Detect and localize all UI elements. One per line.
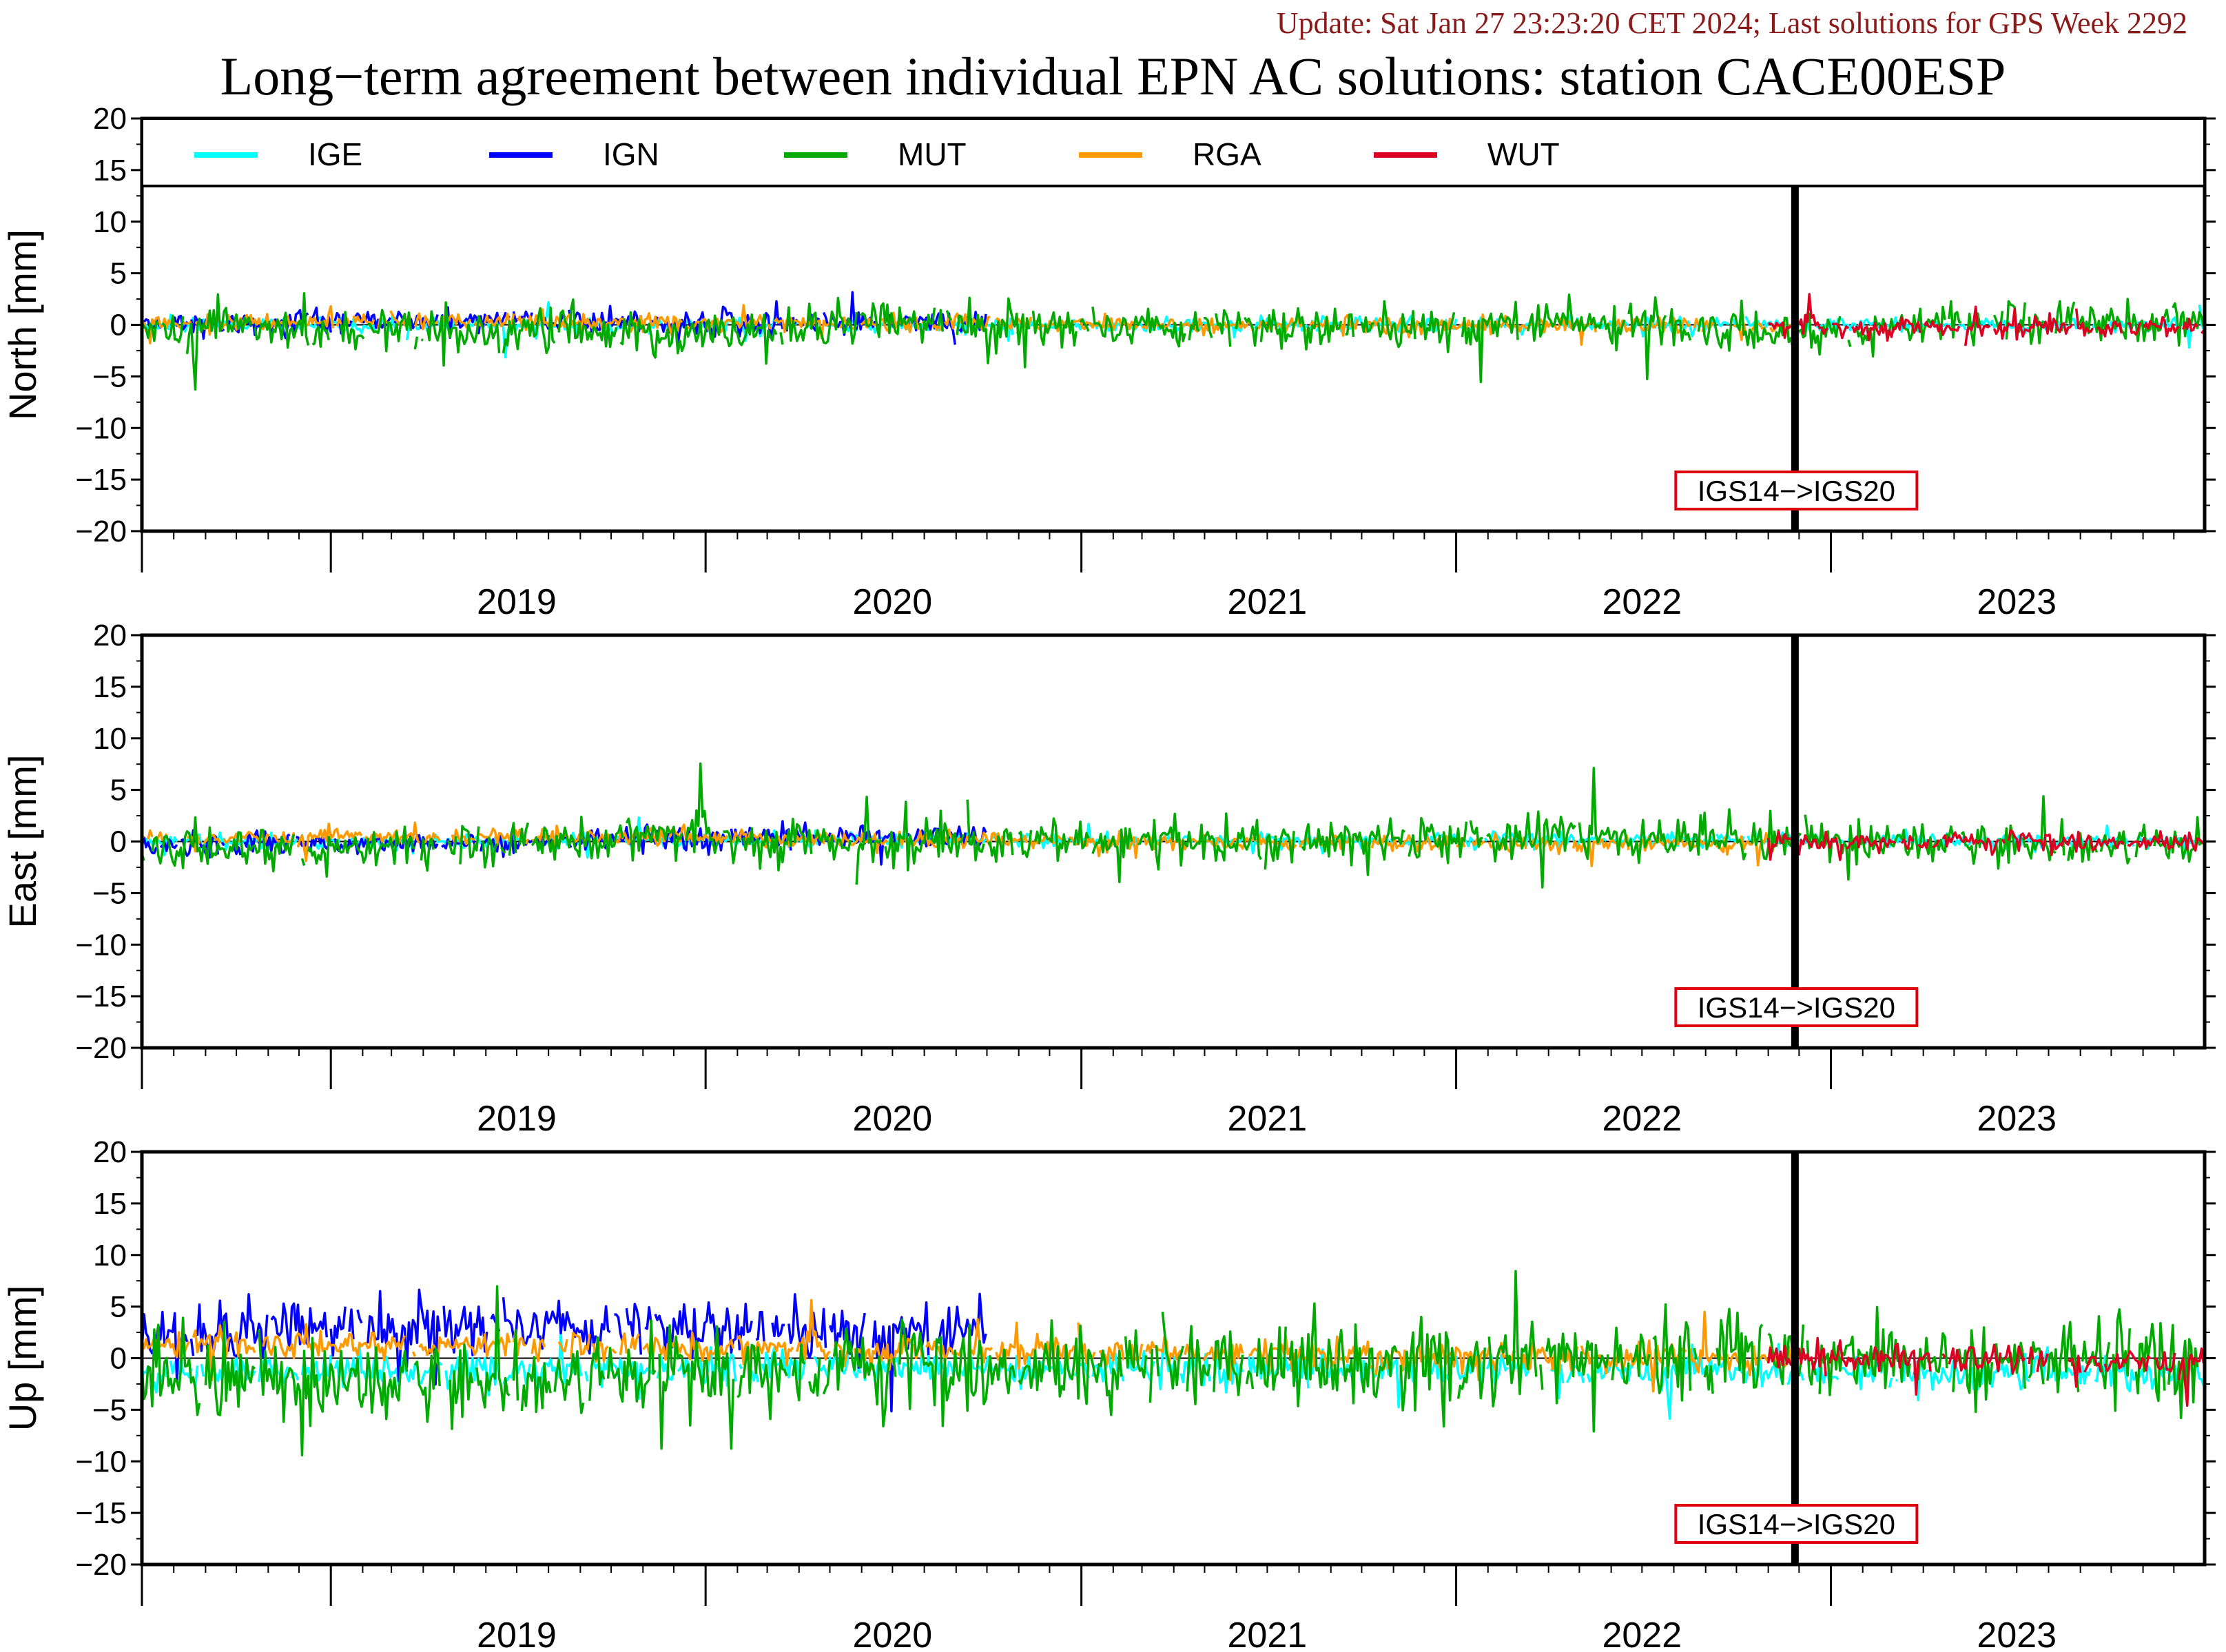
y-axis-label: Up [mm] — [1, 1286, 44, 1432]
x-year-label: 2023 — [1977, 1615, 2057, 1652]
y-tick-label: −15 — [75, 463, 127, 497]
x-year-label: 2021 — [1228, 1099, 1308, 1139]
frame-change-label: IGS14−>IGS20 — [1698, 991, 1895, 1024]
series-line-mut — [142, 292, 2205, 391]
x-year-label: 2020 — [853, 1615, 933, 1652]
y-tick-label: 5 — [110, 1290, 127, 1324]
y-tick-label: 5 — [110, 257, 127, 291]
legend-label-rga: RGA — [1193, 136, 1261, 172]
y-tick-label: 10 — [93, 722, 127, 756]
legend-label-mut: MUT — [898, 136, 967, 172]
y-tick-label: 0 — [110, 309, 127, 342]
series-line-mut — [142, 762, 2203, 889]
y-tick-label: −20 — [75, 1548, 127, 1582]
series-group — [142, 762, 2205, 889]
y-tick-label: 20 — [93, 619, 127, 652]
frame-change-label-box — [1674, 1504, 1919, 1544]
x-year-label: 2022 — [1602, 1615, 1682, 1652]
legend-label-ige: IGE — [308, 136, 362, 172]
y-axis-label: East [mm] — [1, 754, 44, 928]
y-tick-label: 20 — [93, 1135, 127, 1169]
x-year-label: 2019 — [477, 1099, 557, 1139]
y-tick-label: −15 — [75, 980, 127, 1013]
frame-change-label: IGS14−>IGS20 — [1698, 1508, 1895, 1540]
frame-change-label: IGS14−>IGS20 — [1698, 475, 1895, 507]
y-tick-label: 0 — [110, 825, 127, 859]
x-year-label: 2023 — [1977, 582, 2057, 622]
x-year-label: 2019 — [477, 1615, 557, 1652]
legend-box — [141, 117, 2206, 187]
y-tick-label: 0 — [110, 1342, 127, 1376]
y-tick-label: −5 — [92, 876, 127, 910]
y-tick-label: −20 — [75, 515, 127, 548]
series-line-wut — [1766, 829, 2205, 861]
frame-change-label-box — [1674, 987, 1919, 1027]
x-year-label: 2021 — [1228, 582, 1308, 622]
x-year-label: 2020 — [853, 582, 933, 622]
y-tick-label: 20 — [93, 102, 127, 136]
x-year-label: 2021 — [1228, 1615, 1308, 1652]
y-tick-label: 10 — [93, 205, 127, 239]
y-tick-label: 15 — [93, 154, 127, 187]
y-tick-label: −20 — [75, 1031, 127, 1065]
legend-label-wut: WUT — [1487, 136, 1560, 172]
y-tick-label: 15 — [93, 670, 127, 704]
y-tick-label: 5 — [110, 774, 127, 807]
legend-label-ign: IGN — [603, 136, 659, 172]
frame-change-label-box — [1674, 471, 1919, 510]
panel-up: IGS14−>IGS20 20 15 10 5 0 −5 −10 −15 −20 Up [mm] 20… — [1, 1135, 2216, 1652]
panel-north: IGS14−>IGS20 20 15 10 5 0 −5 −10 −15 −20 North [mm… — [1, 102, 2216, 622]
series-line-rga — [142, 1299, 1799, 1393]
update-timestamp: Update: Sat Jan 27 23:23:20 CET 2024; La… — [1276, 6, 2187, 40]
legend: IGE IGN MUT RGA WUT — [141, 117, 2206, 187]
y-tick-label: −10 — [75, 411, 127, 445]
x-year-label: 2023 — [1977, 1099, 2057, 1139]
y-tick-label: −15 — [75, 1496, 127, 1530]
series-group — [142, 1271, 2205, 1455]
chart-title: Long−term agreement between individual E… — [220, 46, 2006, 106]
x-year-label: 2022 — [1602, 582, 1682, 622]
y-tick-label: −5 — [92, 1393, 127, 1427]
y-tick-label: −10 — [75, 928, 127, 962]
series-line-wut — [1768, 293, 2205, 347]
series-group — [142, 291, 2205, 391]
y-tick-label: −10 — [75, 1445, 127, 1478]
x-year-label: 2019 — [477, 582, 557, 622]
x-year-label: 2020 — [853, 1099, 933, 1139]
y-tick-label: 15 — [93, 1187, 127, 1221]
y-axis-label: North [mm] — [1, 229, 44, 420]
y-tick-label: 10 — [93, 1239, 127, 1272]
x-year-label: 2022 — [1602, 1099, 1682, 1139]
panel-east: IGS14−>IGS20 20 15 10 5 0 −5 −10 −15 −20 East [mm]… — [1, 619, 2216, 1139]
y-tick-label: −5 — [92, 360, 127, 393]
